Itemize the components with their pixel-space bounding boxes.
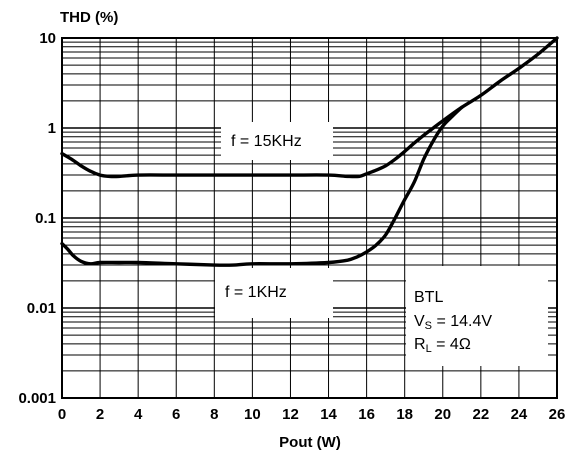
y-axis-label: THD (%) [60, 9, 118, 26]
x-tick-label: 8 [210, 406, 218, 423]
vs-sub: S [425, 320, 432, 332]
x-tick-label: 10 [244, 406, 261, 423]
annotation-1khz-label: f = 1KHz [225, 284, 287, 301]
plot-frame [61, 37, 558, 399]
x-tick-label: 12 [282, 406, 299, 423]
rl-rest: = 4Ω [432, 336, 471, 353]
annotation-15khz-label: f = 15KHz [231, 133, 302, 150]
x-tick-label: 16 [358, 406, 375, 423]
series-line-1khz [60, 105, 464, 267]
vs-main: V [414, 313, 425, 330]
x-axis-label: Pout (W) [279, 434, 341, 451]
x-tick-label: 6 [172, 406, 180, 423]
annotation-15khz-box [221, 122, 333, 160]
series-line-15khz [60, 36, 559, 179]
series [60, 36, 559, 267]
rl-main: R [414, 336, 426, 353]
annotation-1khz-box [215, 268, 333, 318]
x-tick-label: 2 [96, 406, 104, 423]
vs-rest: = 14.4V [432, 313, 492, 330]
x-tick-label: 24 [511, 406, 528, 423]
x-tick-label: 18 [396, 406, 413, 423]
conditions-line-btl: BTL [414, 289, 443, 306]
conditions-box [406, 266, 548, 366]
x-tick-label: 26 [549, 406, 566, 423]
x-tick-label: 22 [473, 406, 490, 423]
x-tick-label: 20 [434, 406, 451, 423]
conditions-line-vs: VS = 14.4V [414, 313, 492, 332]
y-tick-label: 0.1 [35, 210, 56, 227]
y-tick-label: 0.01 [27, 300, 56, 317]
y-tick-label: 0.001 [18, 390, 56, 407]
y-tick-label: 10 [39, 30, 56, 47]
conditions-line-rl: RL = 4Ω [414, 336, 471, 355]
y-tick-label: 1 [48, 120, 56, 137]
x-tick-label: 14 [320, 406, 337, 423]
rl-sub: L [426, 343, 432, 355]
x-tick-label: 0 [58, 406, 66, 423]
x-tick-label: 4 [134, 406, 143, 423]
